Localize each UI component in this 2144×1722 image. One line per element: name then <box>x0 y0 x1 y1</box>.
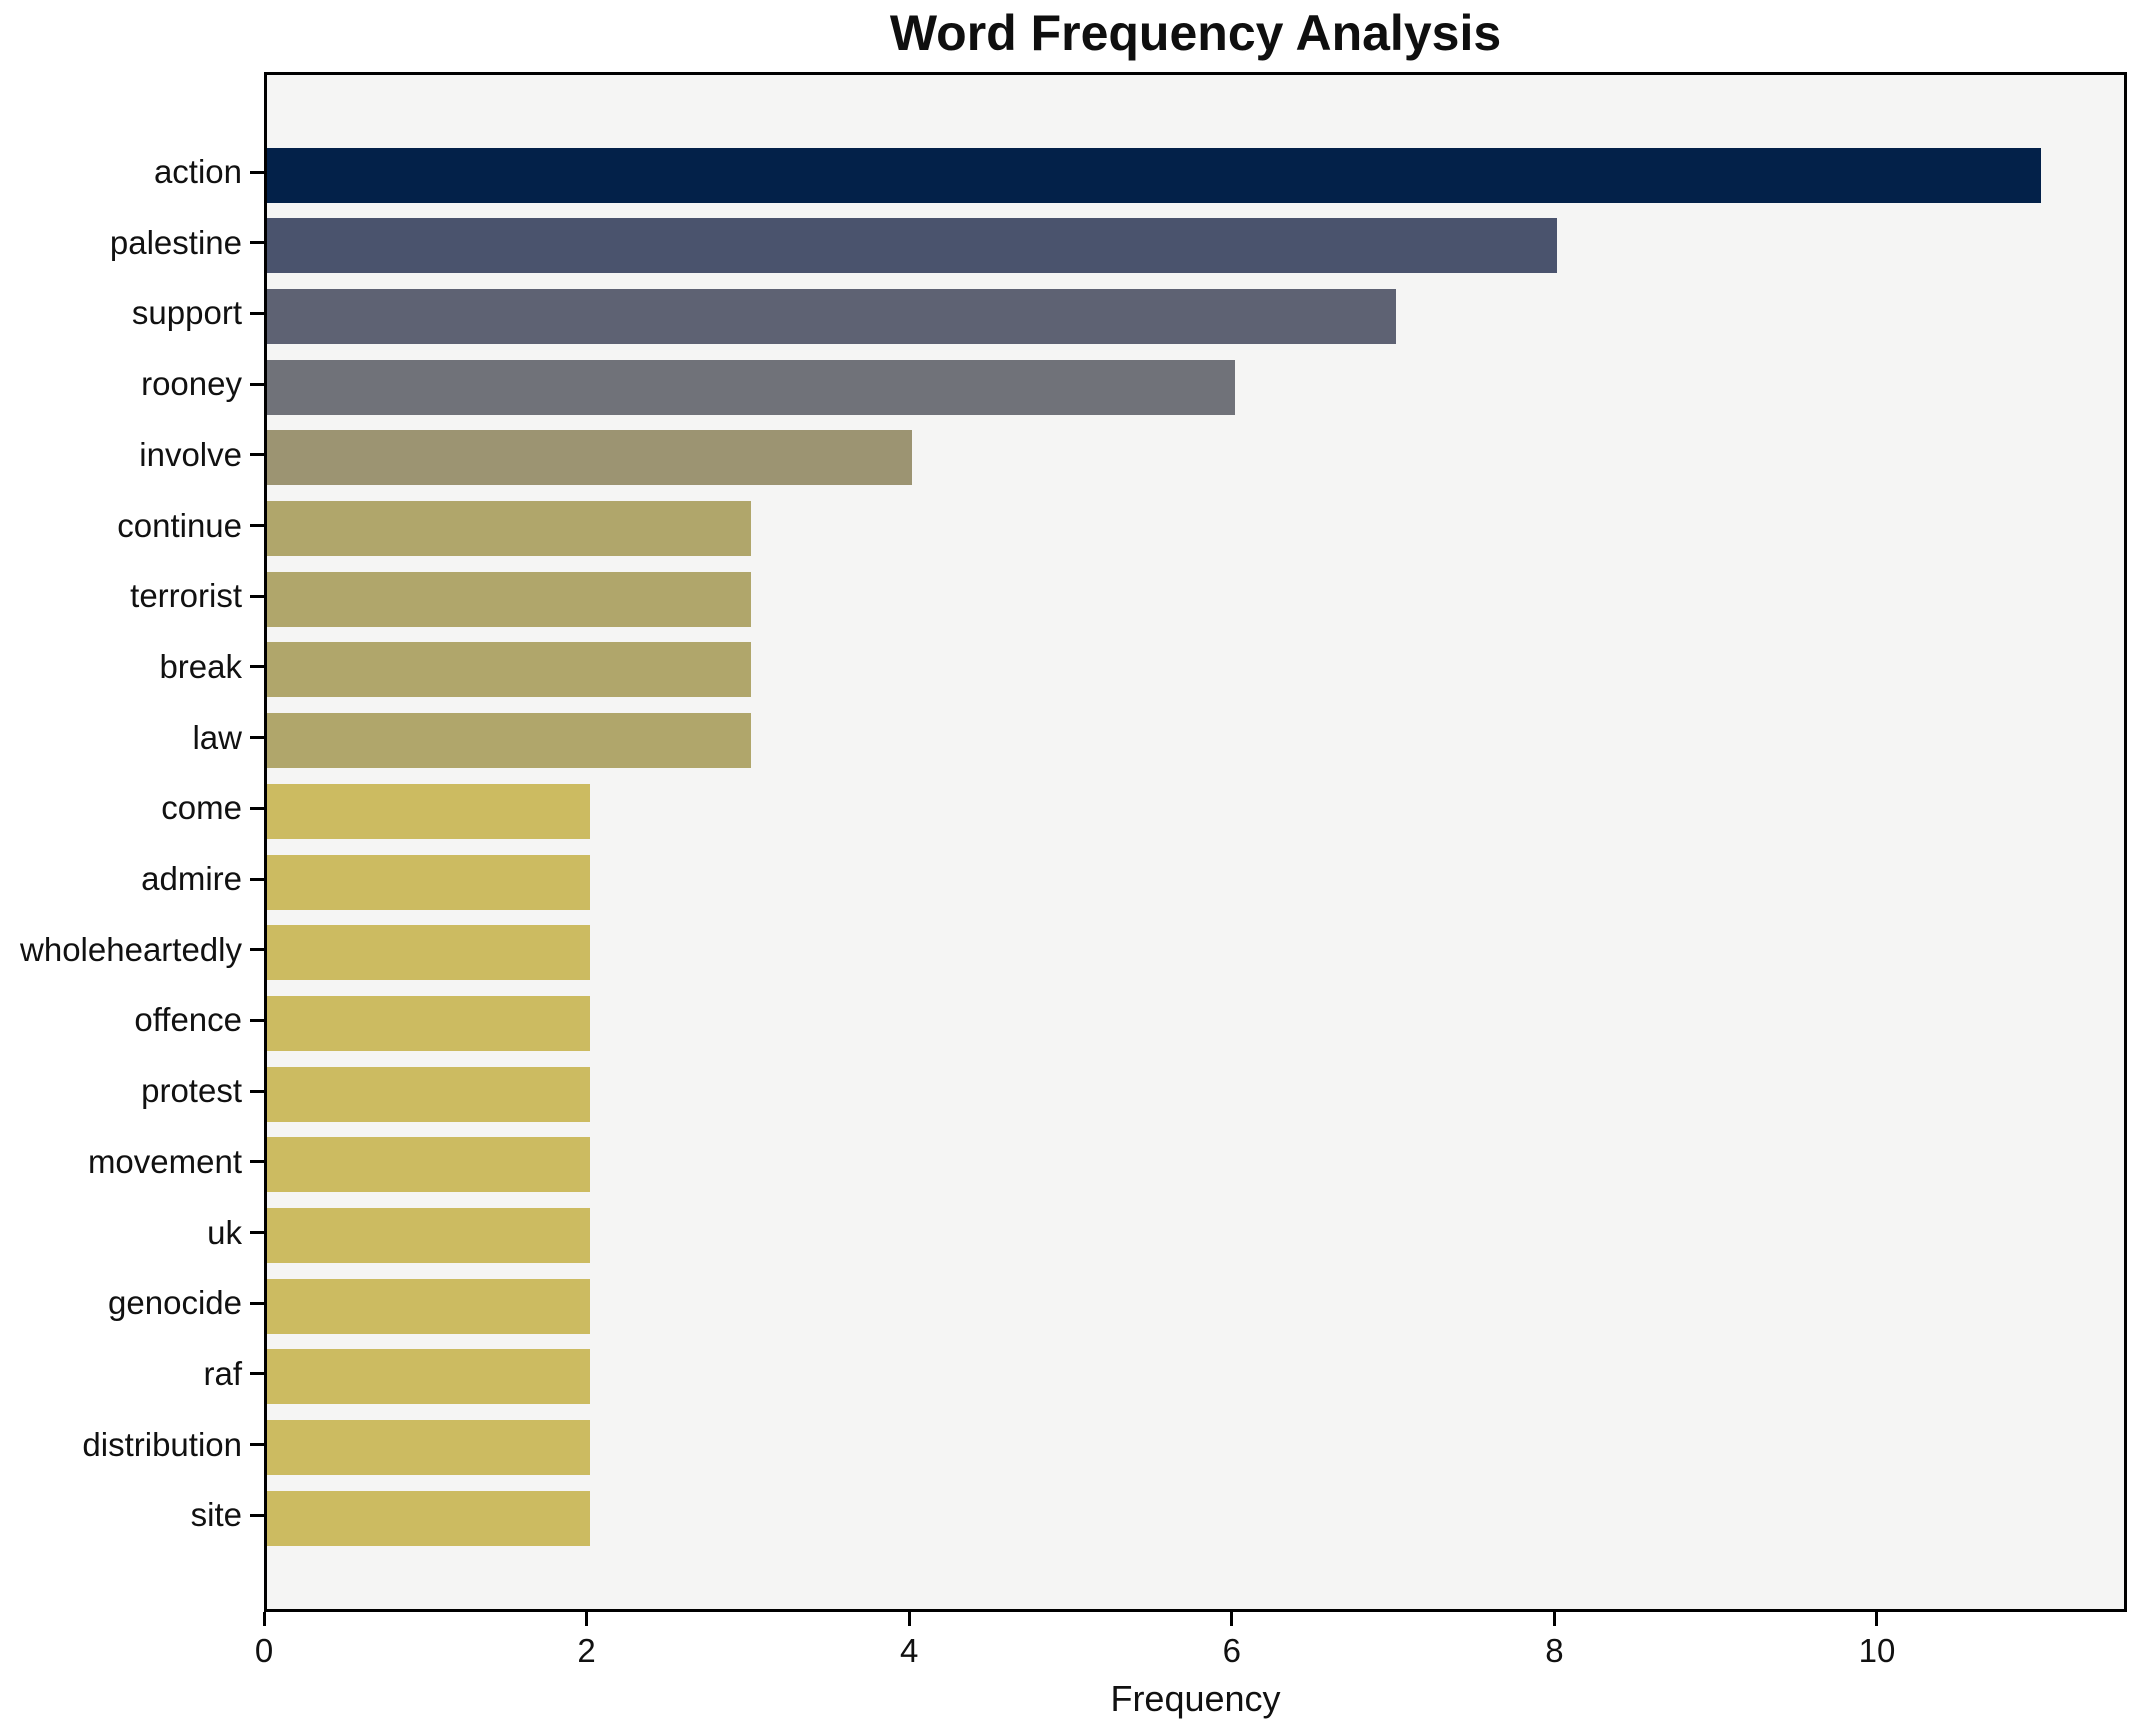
y-tick-mark <box>250 1231 264 1234</box>
bar-genocide <box>267 1278 590 1334</box>
y-tick-mark <box>250 1089 264 1093</box>
bar-terrorist <box>267 571 751 627</box>
bar-continue <box>267 501 751 556</box>
ytick-label-support: support <box>131 294 242 332</box>
y-tick-mark <box>250 1372 264 1376</box>
xtick-label-0: 0 <box>254 1632 274 1669</box>
ytick-label-involve: involve <box>139 435 242 473</box>
x-axis-title: Frequency <box>1110 1678 1281 1719</box>
x-tick-mark <box>585 1612 589 1626</box>
ytick-label-rooney: rooney <box>141 365 242 403</box>
xtick-label-2: 2 <box>577 1632 596 1669</box>
y-tick-mark <box>250 594 264 598</box>
ytick-label-admire: admire <box>141 860 242 897</box>
ytick-label-distribution: distribution <box>82 1425 242 1463</box>
y-tick-mark <box>250 877 264 881</box>
bar-rooney <box>267 359 1235 415</box>
x-tick-mark <box>1875 1612 1879 1626</box>
bar-offence <box>267 995 590 1051</box>
ytick-label-raf: raf <box>203 1354 242 1392</box>
xtick-label-4: 4 <box>900 1632 919 1669</box>
bar-law <box>267 713 751 769</box>
y-tick-mark <box>250 453 264 457</box>
ytick-label-come: come <box>161 789 242 827</box>
xtick-label-10: 10 <box>1858 1632 1896 1669</box>
bar-support <box>267 288 1397 344</box>
ytick-label-law: law <box>192 718 242 756</box>
bar-come <box>267 783 590 839</box>
ytick-label-palestine: palestine <box>109 223 242 261</box>
y-tick-mark <box>250 1513 264 1517</box>
x-tick-mark <box>1552 1612 1556 1626</box>
bar-distribution <box>267 1420 590 1476</box>
ytick-label-movement: movement <box>87 1142 242 1180</box>
bar-protest <box>267 1066 590 1122</box>
ytick-label-genocide: genocide <box>108 1284 242 1322</box>
x-tick-mark <box>1230 1612 1234 1626</box>
ytick-label-action: action <box>153 153 242 190</box>
bar-raf <box>267 1349 590 1405</box>
y-tick-mark <box>250 806 264 810</box>
bar-involve <box>267 430 913 486</box>
y-tick-mark <box>250 665 264 669</box>
ytick-label-continue: continue <box>117 506 242 544</box>
bar-break <box>267 642 751 698</box>
bar-wholeheartedly <box>267 925 590 981</box>
ytick-label-site: site <box>190 1496 242 1534</box>
y-tick-mark <box>250 311 264 315</box>
xtick-label-8: 8 <box>1545 1632 1564 1669</box>
ytick-label-uk: uk <box>207 1213 242 1251</box>
y-tick-mark <box>250 241 264 245</box>
y-tick-mark <box>250 736 264 740</box>
x-tick-mark <box>907 1612 911 1626</box>
ytick-label-terrorist: terrorist <box>130 577 242 615</box>
ytick-label-offence: offence <box>134 1001 242 1039</box>
xtick-label-6: 6 <box>1222 1632 1241 1669</box>
y-tick-mark <box>250 1301 264 1305</box>
y-tick-mark <box>250 170 264 174</box>
bars-container <box>267 75 2124 1609</box>
y-tick-mark <box>250 382 264 386</box>
ytick-label-break: break <box>159 647 242 685</box>
bar-admire <box>267 854 590 910</box>
bar-movement <box>267 1137 590 1193</box>
bar-site <box>267 1490 590 1546</box>
y-tick-mark <box>250 1160 264 1164</box>
bar-uk <box>267 1208 590 1263</box>
plot-area <box>264 72 2127 1612</box>
y-tick-mark <box>250 948 264 952</box>
chart-title: Word Frequency Analysis <box>889 5 1502 61</box>
ytick-label-protest: protest <box>141 1072 242 1110</box>
x-tick-mark <box>262 1612 266 1626</box>
bar-action <box>267 147 2042 203</box>
bar-palestine <box>267 218 1558 274</box>
y-tick-mark <box>250 1443 264 1447</box>
ytick-label-wholeheartedly: wholeheartedly <box>20 930 242 968</box>
y-tick-mark <box>250 1018 264 1022</box>
y-tick-mark <box>250 524 264 527</box>
